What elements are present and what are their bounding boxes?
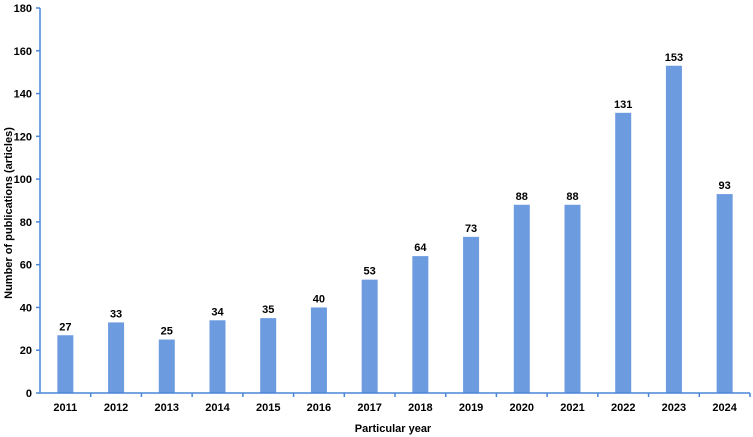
x-axis-ticks: 2011 2012 2013 2014 2015 2016 2017 2018 2019 2020… bbox=[53, 393, 751, 414]
y-tick-label: 60 bbox=[20, 260, 32, 272]
y-tick-label: 80 bbox=[20, 217, 32, 229]
y-tick-label: 140 bbox=[14, 89, 32, 101]
bar-2019 bbox=[463, 236, 480, 393]
data-label-2021: 88 bbox=[566, 191, 578, 203]
x-tick-label-2023: 2023 bbox=[662, 402, 686, 414]
data-label-2011: 27 bbox=[59, 321, 71, 333]
y-axis-ticks: 0 20 40 60 80 100 120 140 160 180 bbox=[14, 3, 40, 400]
x-tick-label-2020: 2020 bbox=[510, 402, 534, 414]
x-tick-label-2011: 2011 bbox=[53, 402, 77, 414]
bar-2021 bbox=[564, 204, 581, 393]
data-label-2016: 40 bbox=[313, 293, 325, 305]
x-tick-label-2018: 2018 bbox=[408, 402, 432, 414]
data-label-2015: 35 bbox=[262, 304, 274, 316]
x-tick-label-2019: 2019 bbox=[459, 402, 483, 414]
x-tick-label-2016: 2016 bbox=[307, 402, 331, 414]
y-tick-label: 120 bbox=[14, 131, 32, 143]
data-label-2020: 88 bbox=[516, 191, 528, 203]
bar-2011 bbox=[57, 335, 74, 393]
bar-2022 bbox=[615, 112, 632, 394]
bar-2013 bbox=[158, 339, 175, 393]
y-axis-title: Number of publications (articles) bbox=[3, 127, 15, 299]
data-label-2017: 53 bbox=[364, 266, 376, 278]
bar-2014 bbox=[209, 320, 226, 393]
data-label-2013: 25 bbox=[161, 326, 173, 338]
y-tick-label: 160 bbox=[14, 46, 32, 58]
data-label-2019: 73 bbox=[465, 223, 477, 235]
bar-2015 bbox=[260, 318, 277, 393]
bar-2023 bbox=[665, 65, 682, 393]
bar-2024 bbox=[716, 194, 733, 393]
x-tick-label-2015: 2015 bbox=[256, 402, 280, 414]
x-tick-label-2021: 2021 bbox=[560, 402, 584, 414]
bar-2018 bbox=[412, 256, 429, 393]
x-tick-label-2024: 2024 bbox=[712, 402, 737, 414]
y-tick-label: 0 bbox=[26, 388, 32, 400]
x-tick-label-2022: 2022 bbox=[611, 402, 635, 414]
bar-2020 bbox=[513, 204, 530, 393]
x-axis-title: Particular year bbox=[355, 423, 432, 435]
y-tick-label: 100 bbox=[14, 174, 32, 186]
data-label-2018: 64 bbox=[414, 242, 427, 254]
data-label-2023: 153 bbox=[665, 52, 683, 64]
data-label-2012: 33 bbox=[110, 308, 122, 320]
y-tick-label: 180 bbox=[14, 3, 32, 15]
data-label-2024: 93 bbox=[719, 180, 731, 192]
x-tick-label-2012: 2012 bbox=[104, 402, 128, 414]
x-tick-label-2017: 2017 bbox=[357, 402, 381, 414]
y-tick-label: 20 bbox=[20, 345, 32, 357]
bar-2017 bbox=[361, 279, 378, 393]
bars: 27 33 25 34 35 40 53 64 73 88 88 131 153 93 bbox=[57, 52, 733, 394]
data-label-2014: 34 bbox=[211, 306, 224, 318]
x-tick-label-2013: 2013 bbox=[155, 402, 179, 414]
bar-2012 bbox=[108, 322, 125, 393]
y-tick-label: 40 bbox=[20, 302, 32, 314]
x-tick-label-2014: 2014 bbox=[205, 402, 230, 414]
bar-2016 bbox=[310, 307, 327, 393]
data-label-2022: 131 bbox=[614, 99, 632, 111]
